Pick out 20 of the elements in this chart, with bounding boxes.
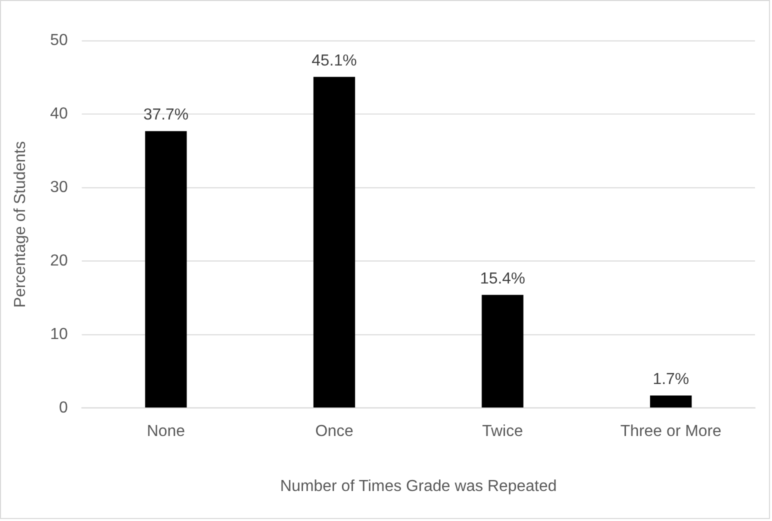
bar (482, 294, 524, 408)
data-label: 15.4% (480, 270, 526, 288)
data-label: 45.1% (312, 52, 357, 70)
y-tick-label: 20 (50, 252, 68, 270)
y-tick-label: 0 (58, 399, 68, 416)
x-tick-label: Once (315, 422, 354, 440)
x-tick-label: None (146, 422, 186, 440)
x-tick-label: Three or More (620, 422, 722, 440)
x-tick-label: Twice (482, 422, 524, 440)
x-axis-title: Number of Times Grade was Repeated (280, 478, 557, 495)
data-label: 1.7% (652, 371, 690, 388)
bar (313, 76, 356, 408)
y-tick-label: 50 (50, 32, 68, 50)
y-tick-label: 10 (50, 326, 68, 343)
bar (650, 396, 692, 408)
y-tick-label: 40 (50, 106, 68, 123)
y-tick-label: 30 (50, 179, 68, 196)
bar (145, 131, 187, 408)
y-axis-title: Percentage of Students (12, 141, 29, 308)
data-label: 37.7% (143, 106, 189, 124)
